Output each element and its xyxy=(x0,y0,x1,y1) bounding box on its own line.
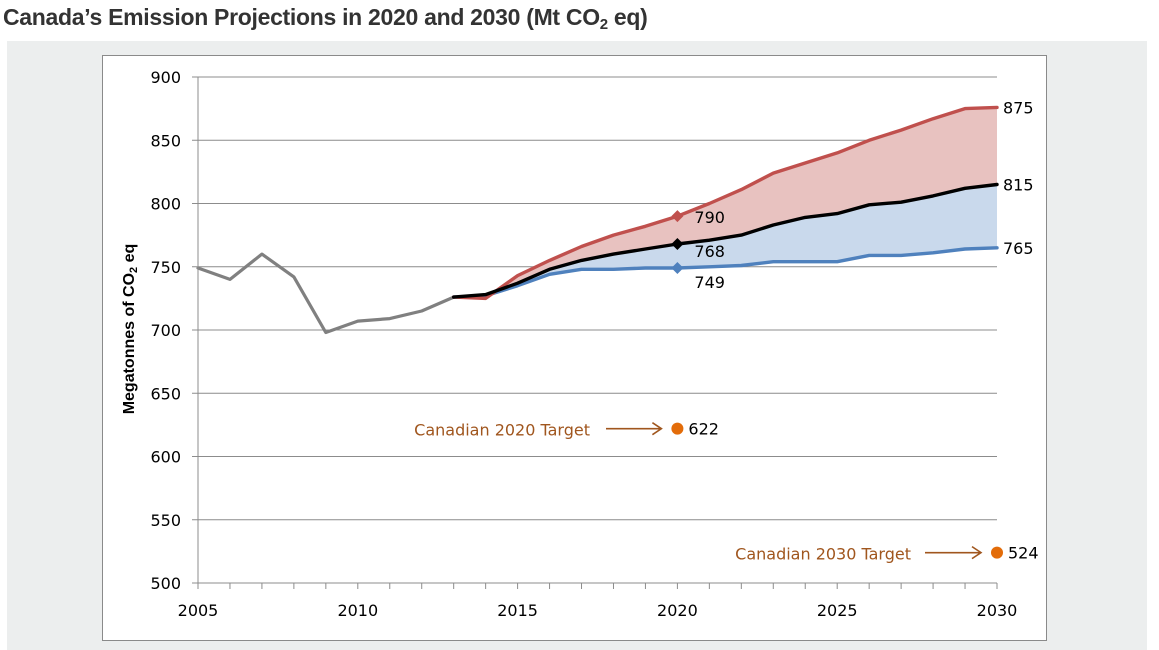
target-2020-arrow-head xyxy=(651,422,663,436)
x-tick-label-2005: 2005 xyxy=(178,601,219,620)
chart-title-suffix: eq) xyxy=(607,4,648,30)
target-2030-name-label: Canadian 2030 Target xyxy=(735,545,911,564)
high-2020-marker-label: 790 xyxy=(694,208,725,227)
target-2020-name-label: Canadian 2020 Target xyxy=(414,421,590,440)
chart-title-text: Canada’s Emission Projections in 2020 an… xyxy=(3,4,600,30)
target-2030-value-label: 524 xyxy=(1008,544,1039,563)
band-layer xyxy=(453,107,997,299)
y-tick-label-650: 650 xyxy=(150,384,181,403)
reference-2030-label: 815 xyxy=(1003,176,1034,195)
y-tick-label-800: 800 xyxy=(150,195,181,214)
high-2030-label: 875 xyxy=(1003,98,1034,117)
x-tick-label-2030: 2030 xyxy=(977,601,1018,620)
y-tick-label-750: 750 xyxy=(150,258,181,277)
line-layer xyxy=(196,105,999,335)
y-tick-label-900: 900 xyxy=(150,68,181,87)
x-tick-label-2020: 2020 xyxy=(657,601,698,620)
axis-layer: 500 550 600 650 700 750 800 850 900 2005 2010 2015 2… xyxy=(150,68,1017,620)
y-axis-label: Megatonnes of CO2 eq xyxy=(121,243,140,415)
y-tick-label-700: 700 xyxy=(150,321,181,340)
y-tick-label-600: 600 xyxy=(150,448,181,467)
y-tick-label-550: 550 xyxy=(150,511,181,530)
label-layer: 790 768 749 875 815 765 622 Canadian 2020 Targe… xyxy=(414,98,1038,563)
high-projection-line xyxy=(452,105,999,301)
reference-2020-marker xyxy=(671,237,684,250)
chart-title: Canada’s Emission Projections in 2020 an… xyxy=(3,4,648,33)
y-axis-label-suffix: eq xyxy=(121,243,138,267)
y-axis-label-text: Megatonnes of CO xyxy=(121,272,138,415)
target-2030-marker xyxy=(991,546,1003,559)
target-2020-value-label: 622 xyxy=(688,420,719,439)
low-2020-marker-label: 749 xyxy=(694,273,725,292)
reference-2020-marker-label: 768 xyxy=(694,242,725,261)
y-axis-label-subscript: 2 xyxy=(128,266,140,273)
historical-emissions-line xyxy=(196,252,456,335)
x-tick-label-2015: 2015 xyxy=(497,601,538,620)
target-2030-arrow-head xyxy=(971,545,983,560)
reference-projection-line xyxy=(452,182,999,299)
x-tick-label-2025: 2025 xyxy=(817,601,858,620)
high-2020-marker xyxy=(671,210,684,223)
low-projection-line xyxy=(452,246,999,299)
low-2020-marker xyxy=(671,262,684,275)
y-tick-label-500: 500 xyxy=(150,574,181,593)
x-tick-label-2010: 2010 xyxy=(337,601,378,620)
marker-layer xyxy=(671,210,1003,559)
target-2020-marker xyxy=(671,422,684,435)
y-tick-label-850: 850 xyxy=(150,131,181,150)
high-scenario-band xyxy=(453,107,997,299)
low-2030-label: 765 xyxy=(1003,239,1034,258)
chart-title-subscript: 2 xyxy=(599,16,608,33)
